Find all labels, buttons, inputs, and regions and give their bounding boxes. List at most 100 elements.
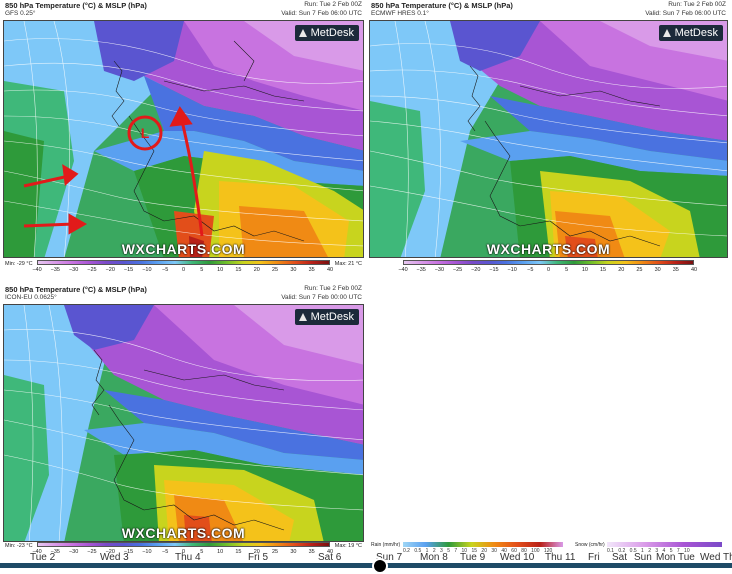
scale-ticks: −40 −35 −30 −25 −20 −15 −10 −5 0 5 10 15 20 25 30 35 40: [32, 267, 334, 275]
scale-tick: −35: [416, 267, 426, 273]
low-pressure-label: L: [141, 125, 150, 141]
timeline-slider-handle[interactable]: [372, 558, 388, 574]
temperature-scale: Min: -23 °C Max: 19 °C −40 −35 −30 −25 −20 −1…: [3, 540, 364, 560]
timeline-day[interactable]: Wed 10: [500, 552, 535, 563]
panel-icon-eu: 850 hPa Temperature (°C) & MSLP (hPa) IC…: [3, 284, 364, 556]
run-time: Run: Tue 2 Feb 00Z: [668, 1, 726, 8]
valid-time: Valid: Sun 7 Feb 06:00 UTC: [645, 10, 726, 17]
rain-color-strip: [403, 542, 563, 547]
metdesk-logo: MetDesk: [294, 309, 359, 325]
panel-title: 850 hPa Temperature (°C) & MSLP (hPa): [371, 1, 513, 10]
timeline-track[interactable]: [0, 563, 732, 568]
timeline-day[interactable]: Tue 2: [30, 552, 56, 563]
min-temp: Min: -23 °C: [5, 543, 33, 549]
scale-tick: 15: [235, 267, 242, 273]
panel-ecmwf: 850 hPa Temperature (°C) & MSLP (hPa) EC…: [369, 0, 728, 275]
valid-time: Valid: Sun 7 Feb 00:00 UTC: [281, 294, 362, 301]
timeline-day[interactable]: Sun 7: [376, 552, 403, 563]
timeline-day[interactable]: Mon: [656, 552, 676, 563]
panel-header: 850 hPa Temperature (°C) & MSLP (hPa) GF…: [3, 0, 364, 20]
panel-gfs: 850 hPa Temperature (°C) & MSLP (hPa) GF…: [3, 0, 364, 273]
legend-ticks: 0.2 0.5 1 2 3 5 7 10 15 20 30 40 60 80 1…: [403, 548, 553, 554]
color-bar: [37, 542, 330, 547]
annotation-arrows: [23, 106, 204, 237]
timeline-day[interactable]: Thu 11: [545, 552, 576, 563]
scale-tick: −25: [87, 267, 97, 273]
scale-tick: 15: [235, 549, 242, 555]
scale-tick: 10: [217, 549, 224, 555]
scale-tick: −40: [32, 549, 42, 555]
temperature-map[interactable]: MetDesk WXCHARTS.COM: [3, 304, 364, 542]
scale-tick: 25: [272, 549, 279, 555]
timeline[interactable]: Wed Th Tue Mon Sun Sat Fri Thu 11 Wed 10 Tue 9 Mo…: [0, 538, 732, 574]
scale-ticks: −40 −35 −30 −25 −20 −15 −10 −5 0 5 10 15 20 25 30 35 40: [398, 267, 698, 275]
scale-tick: 40: [326, 267, 334, 273]
rain-legend: Rain (mm/hr) 0.2 0.5 1 2 3 5 7 10 15 20 …: [369, 540, 569, 556]
rain-legend-label: Rain (mm/hr): [371, 542, 401, 548]
scale-tick: 30: [654, 267, 661, 273]
scale-tick: −40: [32, 267, 42, 273]
max-temp: Max: 19 °C: [334, 543, 362, 549]
legend-ticks: 0.1 0.2 0.5 1 2 3 4 5 7 10: [607, 548, 690, 554]
temperature-scale: Min: -29 °C Max: 21 °C −40 −35 −30 −25 −20 −1…: [3, 258, 364, 278]
watermark: WXCHARTS.COM: [486, 241, 611, 257]
metdesk-icon: [298, 313, 307, 321]
panel-title: 850 hPa Temperature (°C) & MSLP (hPa): [5, 1, 147, 10]
metdesk-logo: MetDesk: [658, 25, 723, 41]
scale-tick: 0: [181, 549, 186, 555]
scale-tick: −25: [452, 267, 463, 273]
model-name: ICON-EU 0.0625°: [5, 294, 57, 301]
scale-tick: −40: [398, 267, 408, 273]
panel-header: 850 hPa Temperature (°C) & MSLP (hPa) IC…: [3, 284, 364, 304]
snow-legend: Snow (cm/hr) 0.1 0.2 0.5 1 2 3 4 5 7 10: [573, 540, 728, 556]
low-pressure-marker: [127, 115, 163, 151]
scale-tick: −15: [489, 267, 499, 273]
watermark: WXCHARTS.COM: [121, 525, 246, 541]
scale-tick: 5: [200, 267, 204, 273]
scale-tick: −25: [87, 549, 97, 555]
timeline-day[interactable]: Sat: [612, 552, 628, 563]
panel-title: 850 hPa Temperature (°C) & MSLP (hPa): [5, 285, 147, 294]
min-temp: Min: -29 °C: [5, 261, 33, 267]
scale-tick: −20: [105, 549, 115, 555]
scale-tick: 10: [217, 267, 224, 273]
timeline-day[interactable]: Wed 3: [100, 552, 129, 563]
scale-tick: −20: [471, 267, 481, 273]
metdesk-icon: [298, 29, 307, 37]
metdesk-logo: MetDesk: [294, 25, 359, 41]
scale-tick: 40: [690, 267, 698, 273]
timeline-day[interactable]: Thu 4: [175, 552, 201, 563]
metdesk-icon: [662, 29, 671, 37]
timeline-day[interactable]: Sat 6: [318, 552, 342, 563]
timeline-day[interactable]: Sun: [634, 552, 652, 563]
run-time: Run: Tue 2 Feb 00Z: [304, 285, 362, 292]
scale-tick: 5: [200, 549, 204, 555]
scale-tick: −30: [68, 549, 79, 555]
scale-tick: −30: [434, 267, 445, 273]
temperature-map[interactable]: MetDesk WXCHARTS.COM: [369, 20, 728, 258]
scale-tick: −30: [68, 267, 79, 273]
scale-tick: −15: [123, 267, 134, 273]
timeline-day[interactable]: Mon 8: [420, 552, 448, 563]
scale-tick: 30: [290, 267, 297, 273]
timeline-day[interactable]: Fri: [588, 552, 600, 563]
timeline-day[interactable]: Tue 9: [460, 552, 486, 563]
scale-tick: 15: [600, 267, 607, 273]
scale-tick: −15: [123, 549, 134, 555]
scale-tick: 25: [272, 267, 279, 273]
temperature-map[interactable]: L MetDesk WXCHARTS.COM: [3, 20, 364, 258]
scale-tick: −5: [162, 267, 169, 273]
scale-tick: 5: [565, 267, 569, 273]
snow-color-strip: [607, 542, 722, 547]
scale-tick: 20: [253, 267, 260, 273]
timeline-day[interactable]: Tue: [678, 552, 695, 563]
timeline-day[interactable]: Wed Th: [700, 552, 732, 563]
run-time: Run: Tue 2 Feb 00Z: [304, 1, 362, 8]
scale-tick: 20: [618, 267, 625, 273]
scale-tick: 30: [290, 549, 297, 555]
scale-tick: 35: [308, 267, 315, 273]
color-bar: [403, 260, 694, 265]
timeline-day[interactable]: Fri 5: [248, 552, 268, 563]
scale-tick: −5: [162, 549, 169, 555]
scale-tick: −10: [142, 549, 152, 555]
